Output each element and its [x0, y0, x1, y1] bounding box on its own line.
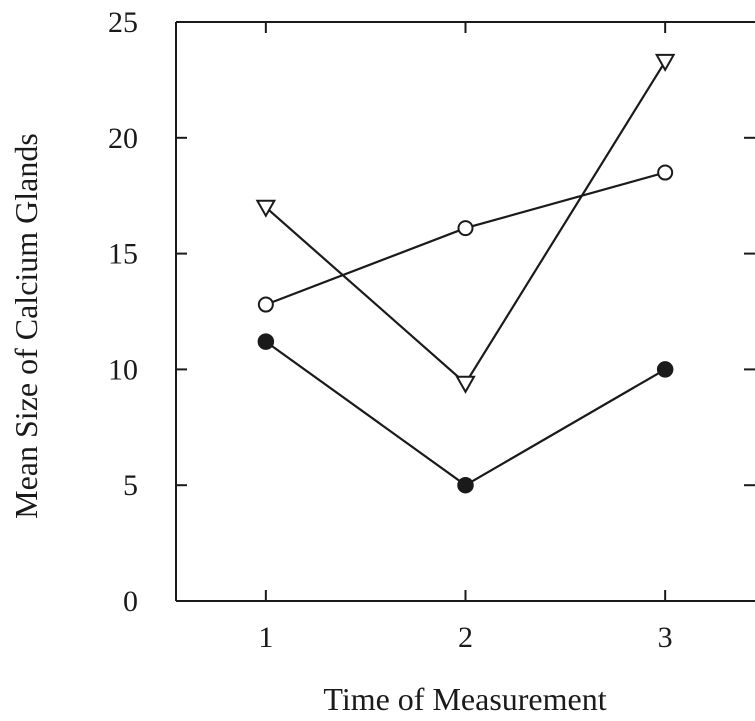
y-tick-label: 10	[108, 353, 138, 386]
point-open-circle	[657, 164, 674, 181]
x-tick-labels: 1 2 3	[258, 621, 672, 654]
y-tick-label: 20	[108, 122, 138, 155]
point-filled-circle	[257, 333, 275, 350]
y-axis-label: Mean Size of Calcium Glands	[8, 133, 44, 519]
point-filled-circle	[656, 361, 674, 378]
point-open-triangle	[654, 53, 676, 72]
series-markers	[255, 53, 676, 494]
y-tick-label: 5	[123, 469, 138, 502]
y-tick-label: 25	[108, 6, 138, 39]
series-line-filled-circle	[265, 340, 666, 487]
x-tick-label: 1	[258, 621, 273, 654]
x-tick-label: 3	[658, 621, 673, 654]
point-open-triangle	[455, 375, 476, 394]
point-open-circle	[257, 296, 274, 313]
axis-ticks	[176, 22, 755, 601]
series-line-open-circle	[265, 171, 666, 306]
y-tick-label: 15	[108, 238, 138, 271]
y-tick-label: 0	[123, 585, 138, 618]
y-tick-labels: 0 5 10 15 20 25	[108, 6, 138, 618]
x-tick-label: 2	[458, 621, 473, 654]
series-lines	[265, 60, 667, 487]
x-axis-label: Time of Measurement	[323, 681, 606, 717]
point-open-circle	[457, 220, 474, 237]
point-open-triangle	[255, 199, 277, 218]
point-filled-circle	[457, 476, 474, 494]
